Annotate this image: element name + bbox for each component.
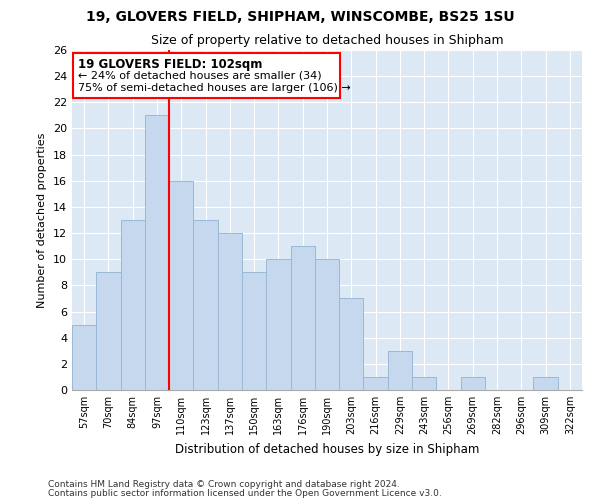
Bar (388, 351, 412, 390)
Bar (364, 377, 388, 390)
Bar (339, 298, 364, 390)
Y-axis label: Number of detached properties: Number of detached properties (37, 132, 47, 308)
Bar (96, 272, 121, 390)
Bar (169, 181, 193, 390)
Bar (242, 272, 266, 390)
Bar (266, 259, 290, 390)
Title: Size of property relative to detached houses in Shipham: Size of property relative to detached ho… (151, 34, 503, 48)
Bar (193, 220, 218, 390)
Bar (290, 246, 315, 390)
Bar (412, 377, 436, 390)
FancyBboxPatch shape (73, 52, 340, 98)
Bar (121, 220, 145, 390)
Text: Contains public sector information licensed under the Open Government Licence v3: Contains public sector information licen… (48, 488, 442, 498)
Text: ← 24% of detached houses are smaller (34): ← 24% of detached houses are smaller (34… (78, 71, 322, 81)
Text: 19 GLOVERS FIELD: 102sqm: 19 GLOVERS FIELD: 102sqm (78, 58, 262, 71)
Bar (72, 324, 96, 390)
Text: 19, GLOVERS FIELD, SHIPHAM, WINSCOMBE, BS25 1SU: 19, GLOVERS FIELD, SHIPHAM, WINSCOMBE, B… (86, 10, 514, 24)
Bar (461, 377, 485, 390)
X-axis label: Distribution of detached houses by size in Shipham: Distribution of detached houses by size … (175, 442, 479, 456)
Bar (145, 116, 169, 390)
Text: 75% of semi-detached houses are larger (106) →: 75% of semi-detached houses are larger (… (78, 84, 351, 94)
Bar (315, 259, 339, 390)
Text: Contains HM Land Registry data © Crown copyright and database right 2024.: Contains HM Land Registry data © Crown c… (48, 480, 400, 489)
Bar (533, 377, 558, 390)
Bar (218, 233, 242, 390)
